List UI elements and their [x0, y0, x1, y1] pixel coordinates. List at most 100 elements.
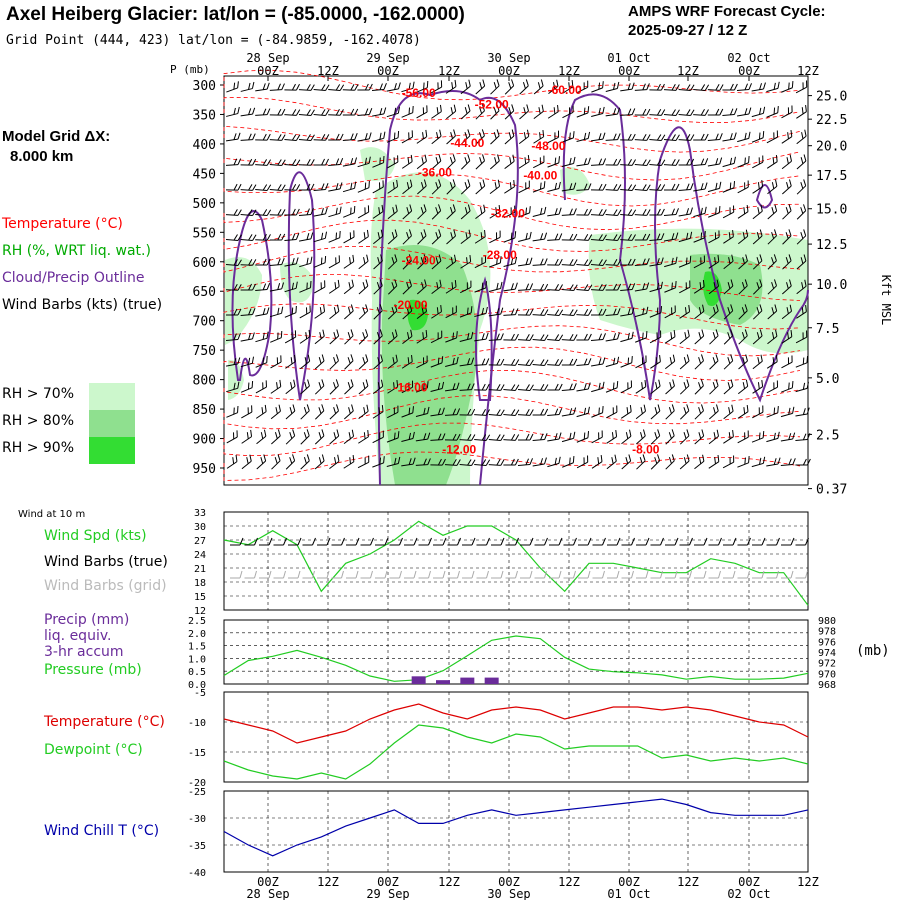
barb-staff	[328, 89, 341, 91]
wind-barb	[707, 157, 723, 167]
barb-flag	[742, 257, 745, 264]
wind-barb	[446, 179, 456, 195]
barb-flag	[684, 307, 687, 314]
barb-flag	[573, 284, 578, 291]
wind-barb	[694, 379, 704, 395]
wind-barb	[708, 230, 720, 244]
wind-barb	[314, 429, 325, 445]
wind-barb	[781, 129, 793, 144]
wind-barb	[300, 429, 310, 445]
barb-flag	[236, 430, 238, 438]
barb-flag	[617, 234, 622, 241]
barb-flag	[350, 304, 354, 312]
wind-barb	[547, 284, 563, 291]
wind-barb	[357, 83, 373, 91]
wind-barb	[561, 383, 577, 391]
barb-flag	[493, 107, 497, 114]
barb-staff	[328, 286, 340, 294]
wind-barb	[460, 179, 471, 195]
barb-staff	[415, 413, 428, 417]
barb-flag	[435, 232, 439, 239]
barb-flag	[757, 382, 760, 389]
barb-flag	[771, 232, 775, 239]
model-grid-value: 8.000 km	[10, 148, 74, 165]
wind-barb	[240, 283, 256, 291]
barb-flag	[464, 157, 468, 164]
barb-flag	[714, 457, 716, 464]
barb-flag	[686, 109, 691, 116]
barb-flag	[409, 179, 413, 187]
barb-flag	[436, 307, 439, 314]
wind-barb	[343, 205, 356, 218]
barb-flag	[420, 182, 424, 189]
wind-barb	[313, 84, 330, 92]
grid-wind-barb	[703, 570, 707, 579]
barb-flag	[237, 333, 241, 340]
barb-flag	[654, 432, 658, 439]
barb-flag	[759, 229, 763, 237]
barb-staff	[694, 310, 705, 320]
barb-flag	[716, 279, 719, 287]
barb-flag	[266, 283, 271, 290]
barb-flag	[514, 458, 519, 466]
barb-flag	[598, 158, 603, 166]
barb-flag	[788, 204, 792, 211]
barb-flag	[318, 432, 322, 439]
wind-barb	[679, 454, 690, 470]
barb-flag	[377, 232, 381, 239]
barb-flag	[408, 407, 411, 415]
barb-flag	[464, 132, 468, 139]
barb-flag	[321, 404, 325, 411]
wind-barb	[679, 354, 690, 370]
barb-staff	[561, 188, 574, 192]
barb-staff	[489, 262, 501, 268]
barb-flag	[671, 307, 673, 315]
wind-barb	[709, 329, 719, 345]
barb-flag	[762, 456, 766, 464]
barb-flag	[337, 454, 340, 462]
barb-staff	[605, 239, 618, 241]
barb-staff	[269, 263, 282, 267]
wind-barb	[386, 456, 401, 467]
grid-wind-barb	[428, 570, 431, 579]
barb-staff	[693, 164, 706, 166]
barb-flag	[295, 184, 301, 191]
barb-staff	[780, 412, 793, 418]
cloud-outline-4	[562, 93, 809, 403]
barb-staff	[707, 89, 720, 91]
wind-barb	[591, 430, 603, 444]
barb-staff	[752, 260, 763, 270]
grid-wind-barb	[631, 570, 634, 579]
barb-flag	[281, 233, 286, 241]
barb-flag	[295, 159, 301, 166]
wind-barb	[664, 256, 678, 268]
barb-flag	[660, 134, 666, 141]
barb-flag	[727, 357, 731, 364]
barb-staff	[532, 439, 545, 441]
barb-staff	[475, 85, 485, 95]
wind-barb	[344, 304, 354, 320]
barb-staff	[459, 463, 472, 467]
barb-flag	[646, 282, 650, 290]
barb-staff	[313, 114, 326, 116]
barb-staff	[708, 435, 719, 445]
barb-flag	[265, 380, 267, 388]
barb-staff	[504, 110, 515, 120]
barb-flag	[481, 104, 485, 111]
barb-staff	[343, 236, 355, 244]
barb-staff	[533, 110, 544, 120]
rh-region-1	[381, 245, 478, 485]
wind-barb	[782, 204, 792, 220]
wind-barb	[620, 283, 636, 291]
barb-flag	[378, 207, 381, 214]
barb-flag	[277, 283, 281, 290]
wind-barb	[445, 254, 457, 270]
barb-staff	[562, 137, 574, 143]
wind-barb	[693, 255, 705, 269]
wind-barb	[736, 83, 752, 91]
barb-flag	[616, 381, 619, 388]
wind-barb	[314, 379, 325, 395]
barb-flag	[558, 181, 561, 189]
wind-barb	[459, 383, 475, 391]
barb-flag	[729, 457, 731, 465]
